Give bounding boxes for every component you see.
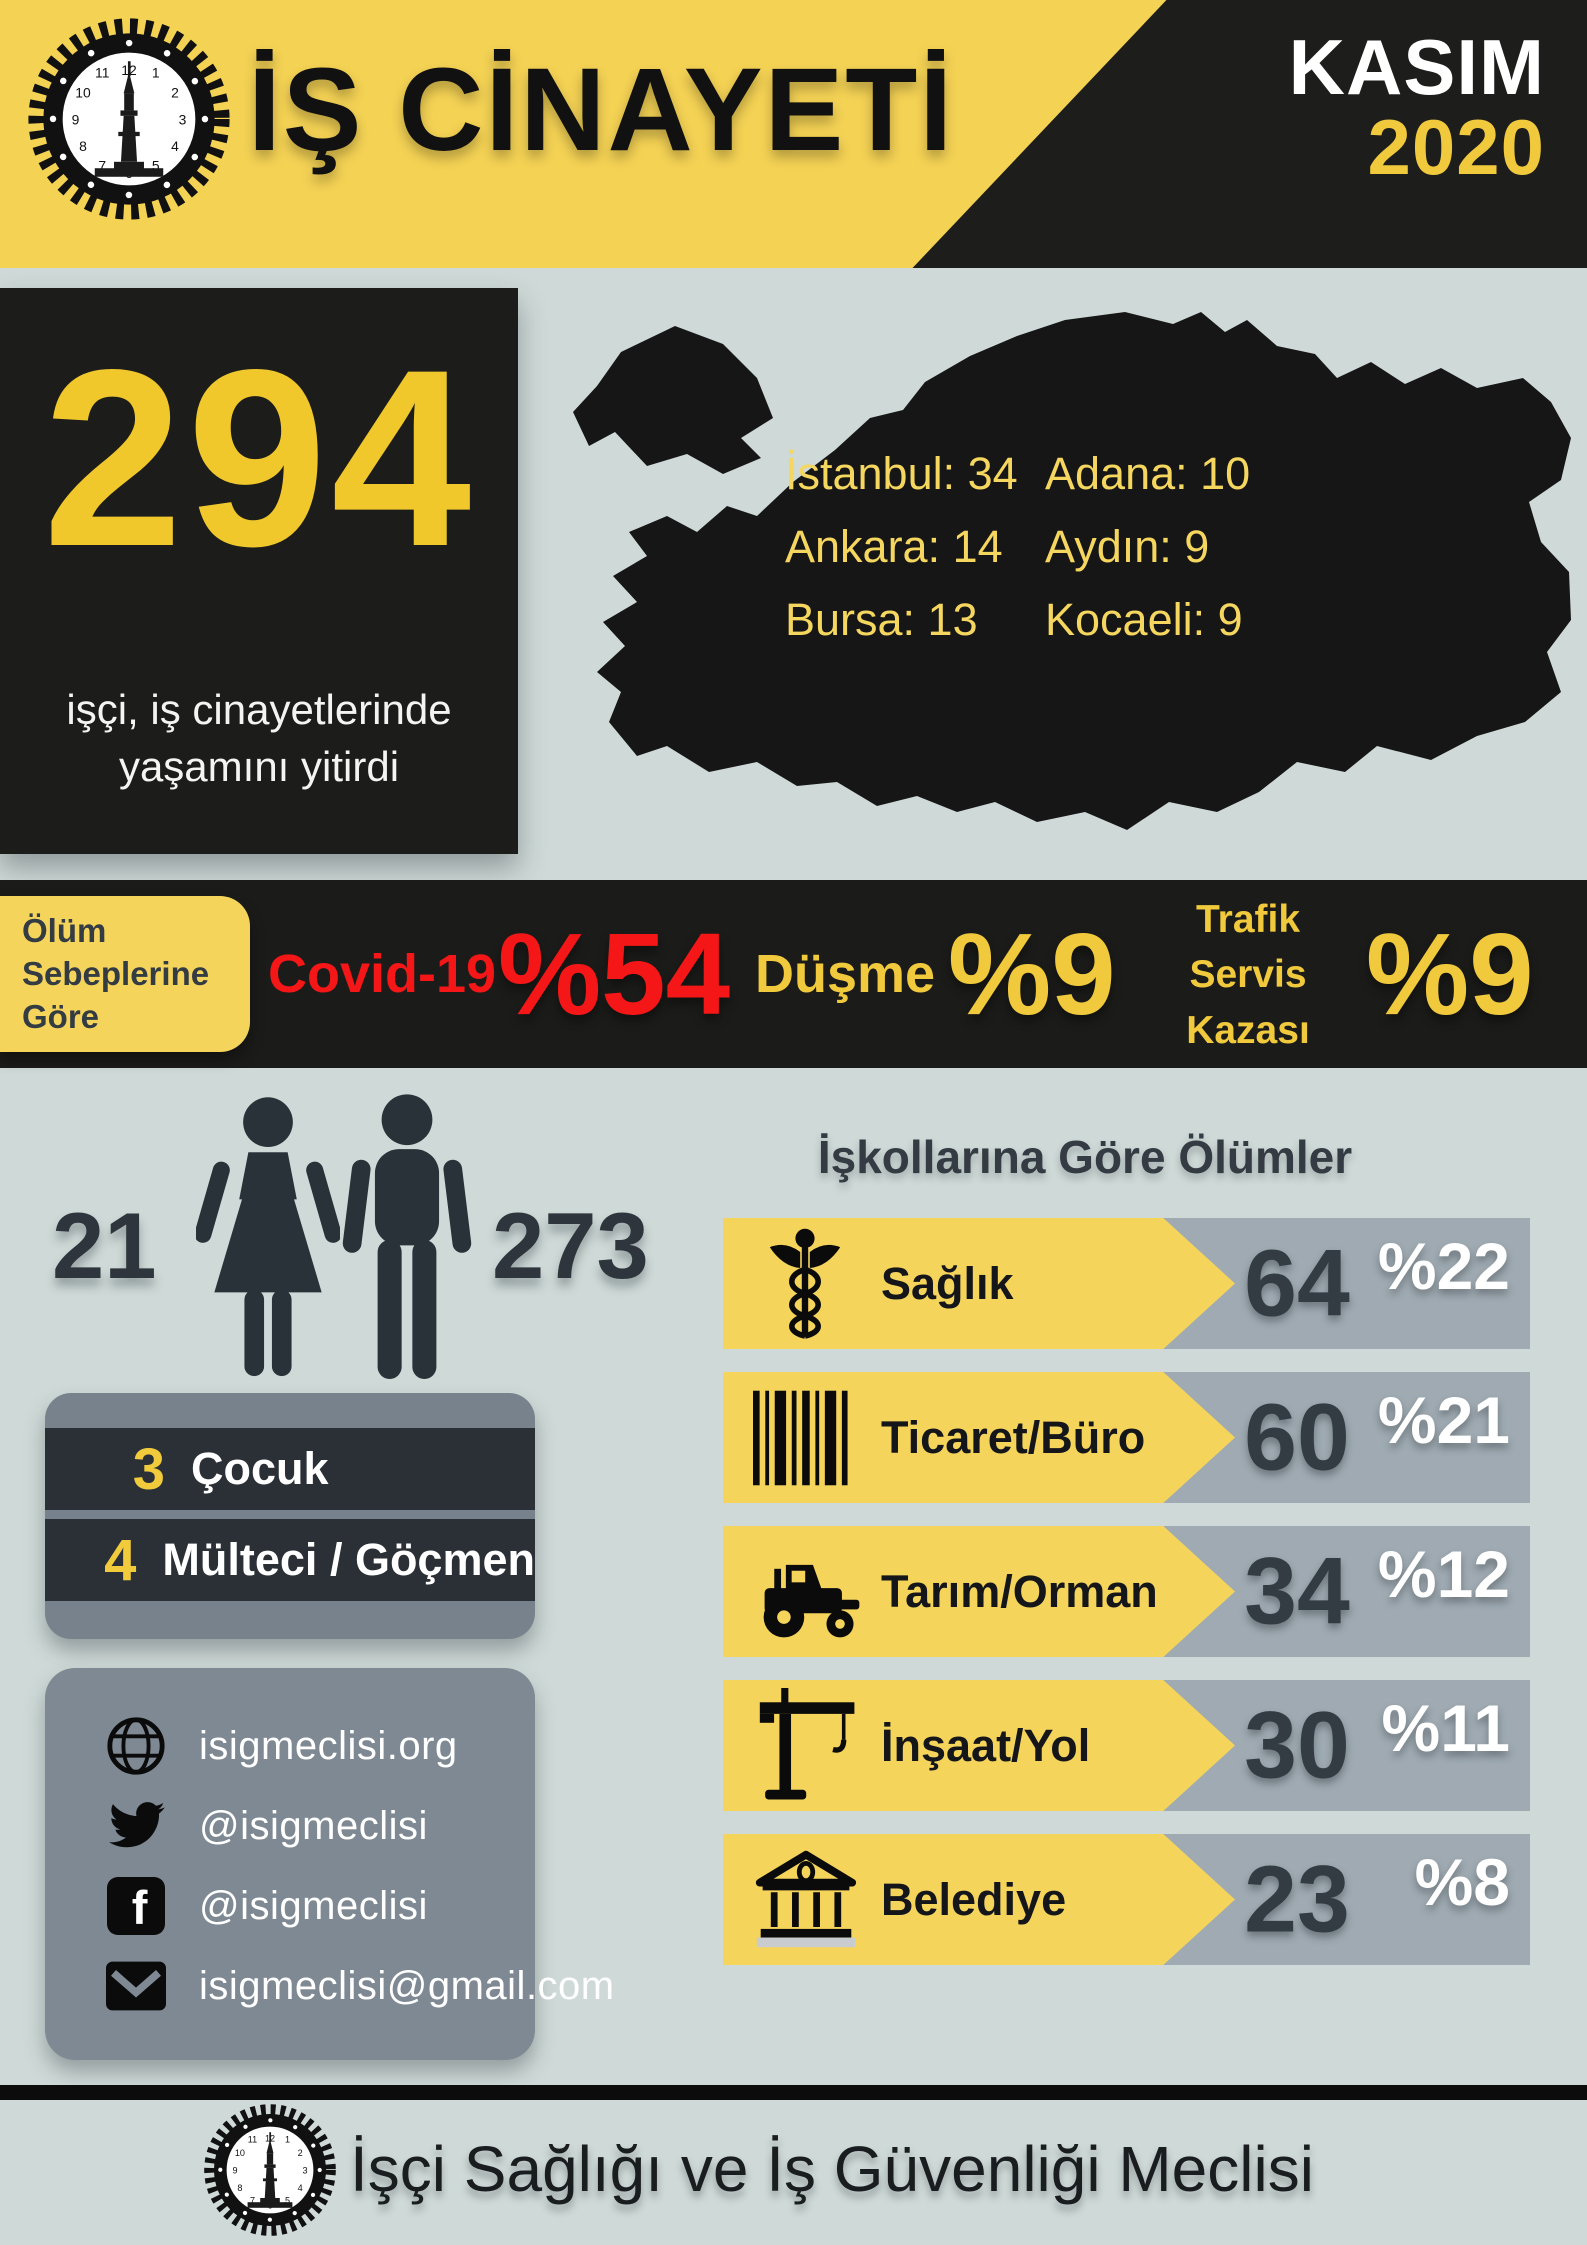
website-text: isigmeclisi.org <box>199 1723 458 1768</box>
email-text: isigmeclisi@gmail.com <box>199 1963 615 2008</box>
cause-traffic-value: %9 <box>1366 909 1534 1039</box>
facebook-icon: f <box>103 1873 169 1939</box>
page-title: İŞ CİNAYETİ <box>248 44 955 176</box>
migrant-count: 4 <box>104 1527 137 1593</box>
sector-row-insaat: İnşaat/Yol 30 %11 <box>714 1680 1544 1824</box>
cause-covid-value: %54 <box>498 909 731 1039</box>
twitter-link[interactable]: @isigmeclisi <box>45 1786 535 1866</box>
city-stat-istanbul: İstanbul: 34 <box>785 448 1018 499</box>
sector-value: 60 <box>1244 1384 1350 1490</box>
cause-fall-value: %9 <box>948 909 1116 1039</box>
child-count: 3 <box>132 1436 165 1502</box>
cause-fall-label: Düşme <box>755 944 936 1004</box>
sector-label: İnşaat/Yol <box>881 1719 1091 1771</box>
header-year: 2020 <box>1367 103 1545 191</box>
website-link[interactable]: isigmeclisi.org <box>45 1706 535 1786</box>
sector-label: Belediye <box>881 1873 1067 1925</box>
twitter-handle: @isigmeclisi <box>199 1803 428 1848</box>
caduceus-icon <box>769 1228 841 1339</box>
sector-row-saglik: Sağlık 64 %22 <box>714 1218 1544 1362</box>
vulnerable-groups-box: 3 Çocuk 4 Mülteci / Göçmen <box>45 1393 535 1639</box>
org-gear-clock-logo-footer-icon <box>200 2100 340 2240</box>
child-label: Çocuk <box>191 1443 329 1494</box>
twitter-icon <box>103 1793 169 1859</box>
header-band: KASIM 2020 İŞ CİNAYETİ <box>0 0 1587 268</box>
city-stat-aydin: Aydın: 9 <box>1045 521 1210 572</box>
facebook-handle: @isigmeclisi <box>199 1883 428 1928</box>
city-stat-ankara: Ankara: 14 <box>785 521 1003 572</box>
sector-label: Sağlık <box>881 1257 1014 1309</box>
globe-icon <box>103 1713 169 1779</box>
sector-percent: %8 <box>1414 1845 1510 1919</box>
sector-row-tarim: Tarım/Orman 34 %12 <box>714 1526 1544 1670</box>
death-toll-box: 294 işçi, iş cinayetlerinde yaşamını yit… <box>0 288 518 854</box>
sector-percent: %21 <box>1377 1383 1510 1457</box>
sector-value: 64 <box>1244 1230 1350 1336</box>
migrant-label: Mülteci / Göçmen <box>162 1534 535 1585</box>
sector-value: 34 <box>1244 1538 1350 1644</box>
sectors-chart-title: İşkollarına Göre Ölümler <box>817 1131 1353 1183</box>
svg-text:f: f <box>132 1881 148 1934</box>
footer-divider <box>0 2085 1587 2100</box>
email-icon <box>103 1953 169 2019</box>
cause-traffic-label: Trafik Servis Kazası <box>1186 898 1310 1052</box>
male-death-count: 273 <box>492 1193 649 1298</box>
turkey-map <box>573 312 1571 830</box>
tractor-icon <box>763 1564 860 1637</box>
death-toll-caption: işçi, iş cinayetlerinde yaşamını yitirdi <box>66 686 452 790</box>
org-gear-clock-logo-icon <box>22 12 236 226</box>
sector-row-ticaret: Ticaret/Büro 60 %21 <box>714 1372 1544 1516</box>
sector-row-belediye: Belediye 23 %8 <box>714 1834 1544 1978</box>
city-stat-adana: Adana: 10 <box>1045 448 1251 499</box>
sector-label: Tarım/Orman <box>881 1565 1158 1617</box>
contact-box: isigmeclisi.org @isigmeclisi f @isigmecl… <box>45 1668 614 2060</box>
footer-org-name: İşçi Sağlığı ve İş Güvenliği Meclisi <box>350 2133 1314 2205</box>
bank-icon <box>755 1850 857 1947</box>
crane-icon <box>759 1687 855 1800</box>
sector-percent: %12 <box>1377 1537 1510 1611</box>
death-causes-tab: Ölüm Sebeplerine Göre <box>0 896 250 1052</box>
child-deaths-row: 3 Çocuk <box>45 1428 535 1510</box>
city-stat-bursa: Bursa: 13 <box>785 594 978 645</box>
email-link[interactable]: isigmeclisi@gmail.com <box>45 1946 614 2026</box>
female-death-count: 21 <box>52 1193 157 1298</box>
cause-covid-label: Covid-19 <box>268 944 497 1004</box>
barcode-icon <box>753 1390 848 1485</box>
sector-value: 30 <box>1244 1692 1350 1798</box>
sector-label: Ticaret/Büro <box>881 1411 1146 1463</box>
death-toll-count: 294 <box>42 318 476 599</box>
migrant-deaths-row: 4 Mülteci / Göçmen <box>45 1519 535 1601</box>
sector-value: 23 <box>1244 1846 1350 1952</box>
city-stat-kocaeli: Kocaeli: 9 <box>1045 594 1243 645</box>
sector-percent: %22 <box>1377 1229 1510 1303</box>
man-icon <box>342 1094 472 1379</box>
woman-icon <box>196 1097 340 1377</box>
death-causes-bar: Ölüm Sebeplerine Göre Covid-19 %54 Düşme… <box>0 880 1587 1068</box>
facebook-link[interactable]: f @isigmeclisi <box>45 1866 535 1946</box>
header-month: KASIM <box>1288 23 1545 111</box>
sector-percent: %11 <box>1381 1691 1510 1765</box>
